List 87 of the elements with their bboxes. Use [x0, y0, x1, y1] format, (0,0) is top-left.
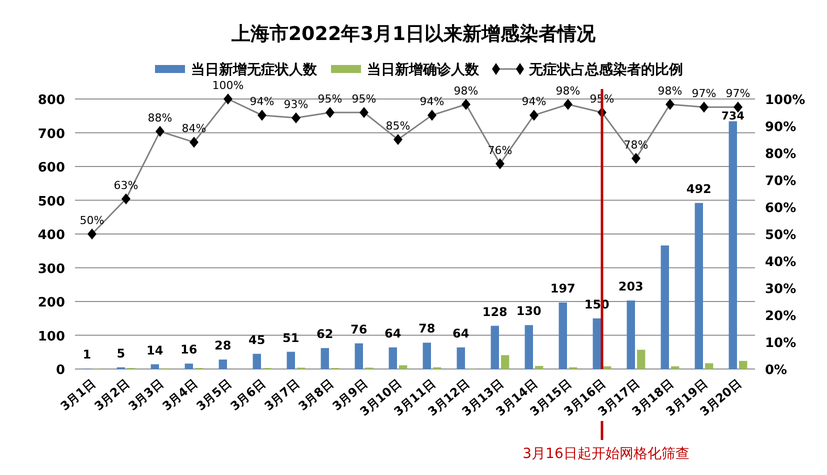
- y-tick-label: 200: [38, 296, 65, 310]
- data-label: 98%: [658, 84, 682, 98]
- y-tick-label: 800: [38, 93, 65, 108]
- data-label: 97%: [692, 87, 716, 100]
- y2-tick-label: 30%: [765, 282, 796, 297]
- data-label: 1: [82, 348, 92, 362]
- data-label: 45: [248, 332, 266, 347]
- ref-line-label: 3月16日起开始网格化筛查: [522, 446, 690, 462]
- y-tick-label: 500: [38, 194, 65, 210]
- y2-tick-label: 50%: [765, 228, 796, 243]
- data-label: 100%: [212, 79, 244, 92]
- data-label: 130: [516, 304, 542, 318]
- data-label: 94%: [250, 95, 274, 108]
- data-label: 734: [721, 109, 745, 122]
- data-label: 203: [618, 279, 644, 294]
- y2-tick-label: 20%: [765, 309, 796, 324]
- bar: [592, 318, 601, 369]
- data-label: 98%: [454, 84, 478, 98]
- bar: [184, 364, 193, 369]
- bar: [660, 245, 669, 369]
- bar: [456, 347, 465, 369]
- bar: [728, 121, 737, 369]
- data-label: 98%: [556, 84, 580, 98]
- bar: [535, 366, 544, 369]
- data-label: 51: [282, 330, 300, 345]
- data-label: 128: [482, 304, 508, 319]
- data-label: 78: [418, 322, 436, 336]
- y2-tick-label: 90%: [765, 120, 796, 135]
- y2-tick-label: 70%: [765, 174, 796, 189]
- data-label: 64: [452, 326, 470, 340]
- y-tick-label: 100: [38, 329, 65, 344]
- bar: [252, 354, 261, 369]
- chart-title: 上海市2022年3月1日以来新增感染者情况: [230, 23, 597, 45]
- data-label: 76: [350, 322, 368, 336]
- bar: [320, 348, 329, 369]
- y-tick-label: 700: [38, 126, 65, 142]
- y2-tick-label: 60%: [765, 201, 796, 216]
- bar: [286, 352, 295, 369]
- data-label: 95%: [352, 92, 376, 106]
- data-label: 97%: [726, 87, 750, 100]
- data-label: 197: [550, 282, 576, 296]
- bar: [501, 355, 510, 369]
- data-label: 95%: [318, 92, 342, 106]
- data-label: 492: [686, 182, 712, 196]
- bar: [739, 360, 748, 369]
- y-tick-label: 300: [38, 262, 65, 277]
- bar: [399, 365, 408, 369]
- data-label: 64: [384, 326, 402, 340]
- y-tick-label: 0: [56, 363, 65, 378]
- data-label: 84%: [182, 122, 206, 136]
- bar: [694, 202, 703, 369]
- data-label: 93%: [284, 98, 308, 111]
- bar: [626, 300, 635, 369]
- y2-tick-label: 10%: [765, 336, 796, 351]
- bar: [524, 325, 533, 369]
- bar: [354, 343, 363, 369]
- y2-tick-label: 0%: [765, 363, 788, 378]
- bar: [388, 347, 397, 369]
- y-tick-label: 400: [38, 228, 65, 243]
- data-label: 62: [316, 327, 334, 342]
- bar: [490, 326, 499, 369]
- legend-label: 无症状占总感染者的比例: [528, 61, 683, 78]
- data-label: 94%: [420, 95, 444, 108]
- bar: [671, 366, 680, 369]
- y-tick-label: 600: [38, 160, 65, 176]
- data-label: 78%: [624, 138, 648, 152]
- data-label: 94%: [522, 95, 546, 108]
- bar: [637, 350, 646, 369]
- data-label: 85%: [386, 120, 410, 132]
- bar: [218, 360, 227, 369]
- data-label: 14: [146, 343, 164, 358]
- data-label: 50%: [80, 214, 104, 227]
- data-label: 5: [116, 346, 126, 360]
- legend-label: 当日新增确诊人数: [367, 61, 480, 78]
- data-label: 28: [214, 338, 232, 353]
- y2-tick-label: 40%: [765, 255, 796, 270]
- bar: [705, 363, 714, 369]
- data-label: 76%: [488, 144, 512, 157]
- y2-tick-label: 80%: [765, 147, 796, 162]
- bar: [422, 342, 431, 369]
- data-label: 16: [180, 342, 198, 357]
- y2-tick-label: 100%: [765, 93, 806, 108]
- data-label: 88%: [148, 111, 172, 124]
- data-label: 63%: [114, 178, 138, 192]
- bar: [150, 364, 159, 369]
- legend-label: 当日新增无症状人数: [191, 61, 318, 78]
- bar: [558, 302, 567, 369]
